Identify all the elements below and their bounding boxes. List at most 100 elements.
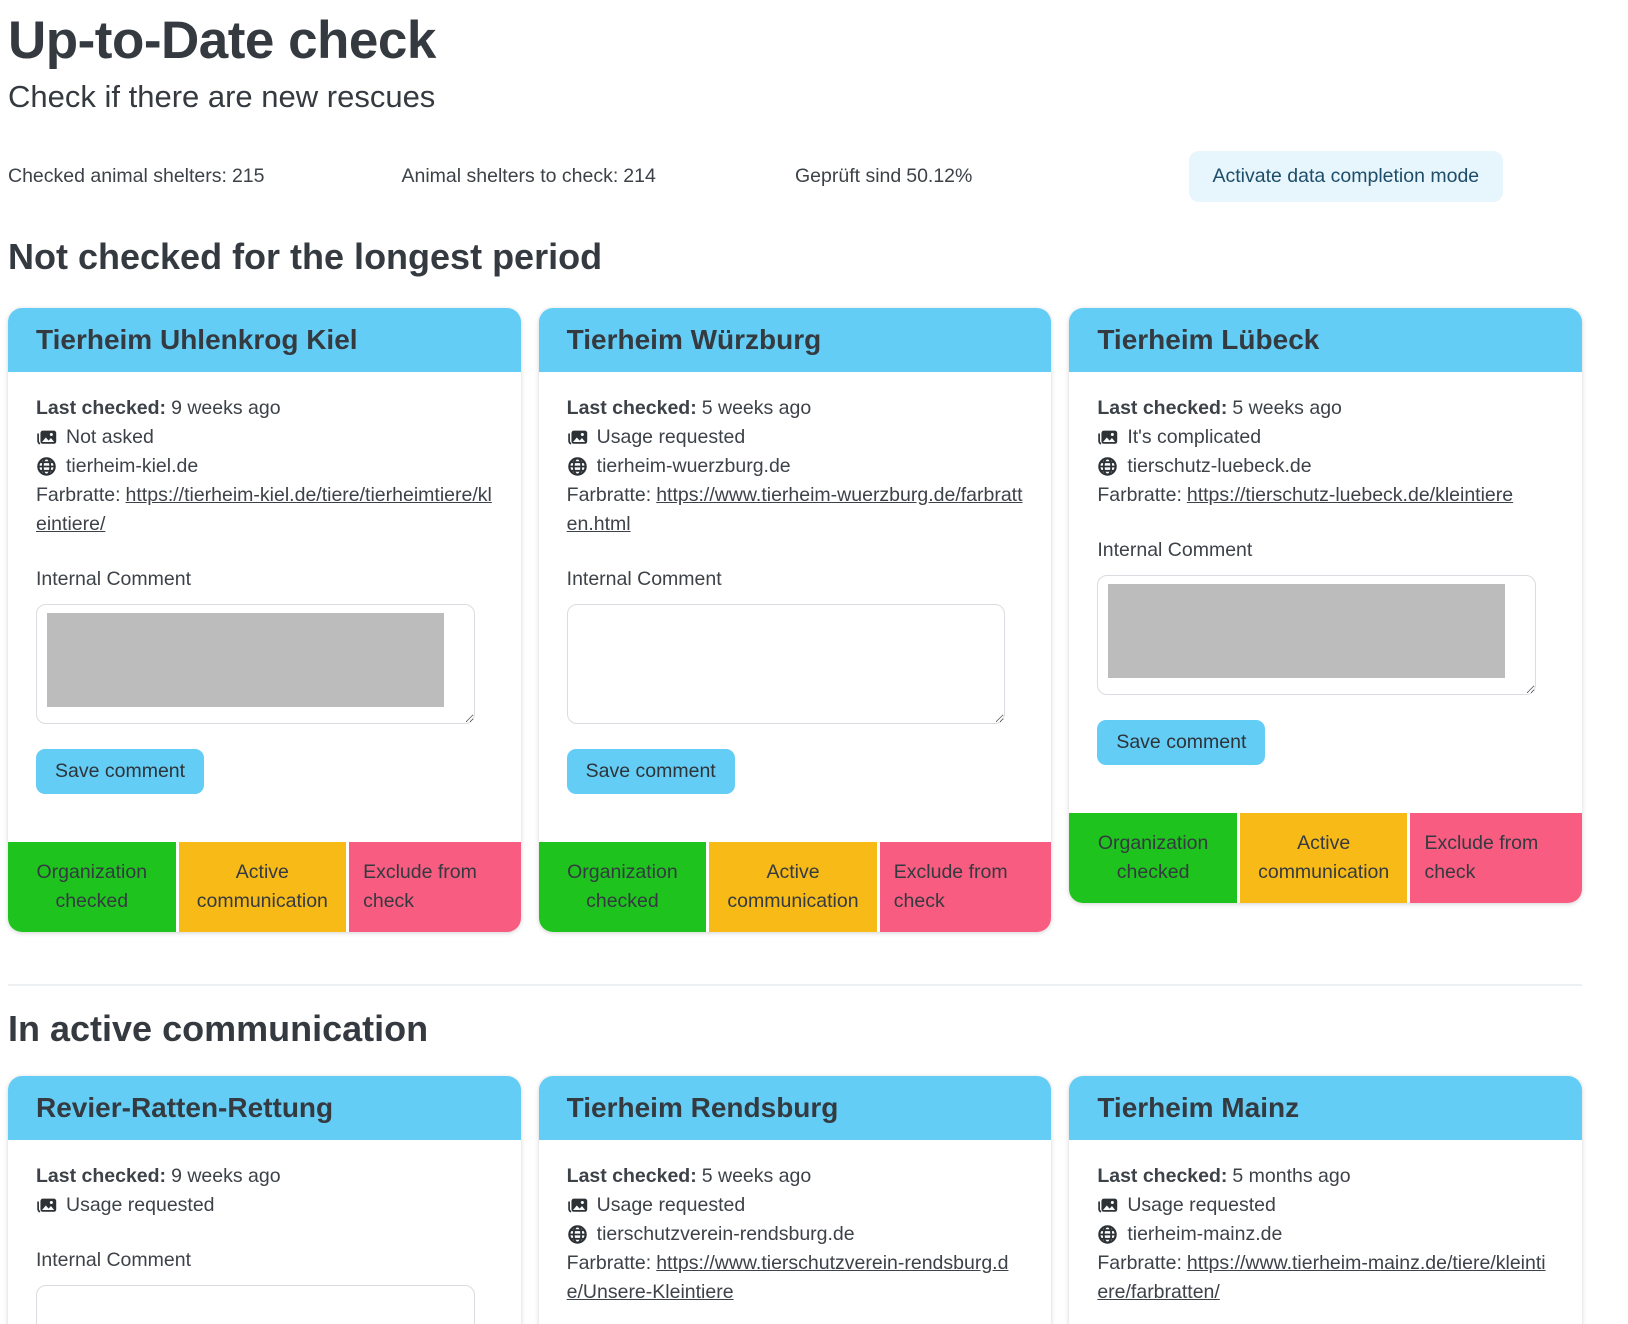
internal-comment-wrap [566,604,1024,733]
section-heading: Not checked for the longest period [8,236,603,277]
organization-checked-button[interactable]: Organization checked [538,842,707,932]
status-text: Not asked [66,426,154,448]
last-checked-label: Last checked: [566,397,697,419]
status-row: Usage requested [1097,1191,1554,1220]
activate-data-completion-button[interactable]: Activate data completion mode [1188,151,1504,202]
farbratte-link[interactable]: https://www.tierheim-mainz.de/tiere/klei… [1097,1252,1546,1303]
last-checked-row: Last checked: 5 weeks ago [567,394,1024,423]
website-row: tierheim-mainz.de [1097,1220,1554,1249]
website-row: tierheim-wuerzburg.de [567,452,1024,481]
last-checked-row: Last checked: 9 weeks ago [36,1162,493,1191]
shelter-card: Tierheim Mainz Last checked: 5 months ago… [1069,1076,1582,1324]
farbratte-row: Farbratte: https://www.tierheim-wuerzburg… [567,481,1024,539]
internal-comment-wrap [36,604,493,733]
farbratte-row: Farbratte: https://tierheim-kiel.de/tiere… [36,481,493,539]
images-icon [37,1198,57,1213]
website-text: tierschutz-luebeck.de [1127,455,1312,477]
last-checked-value: 5 weeks ago [701,1165,812,1187]
last-checked-label: Last checked: [1097,1165,1228,1187]
active-communication-button[interactable]: Active communication [178,842,347,932]
page-title: Up-to-Date check [8,11,436,70]
images-icon [37,430,57,445]
internal-comment-label: Internal Comment [36,1249,191,1271]
stat-checked-shelters-label: Checked animal shelters: [8,165,227,187]
status-text: Usage requested [66,1194,215,1216]
internal-comment-wrap [36,1285,493,1324]
organization-checked-button[interactable]: Organization checked [8,842,176,932]
exclude-from-check-button[interactable]: Exclude from check [879,842,1052,932]
status-row: It's complicated [1097,423,1554,452]
last-checked-row: Last checked: 5 months ago [1097,1162,1554,1191]
status-row: Usage requested [567,1191,1024,1220]
cards-grid: Tierheim Uhlenkrog Kiel Last checked: 9 w… [8,308,1583,932]
farbratte-link[interactable]: https://www.tierschutzverein-rendsburg.d… [566,1252,1009,1303]
status-text: Usage requested [596,426,746,448]
globe-icon [1098,1225,1118,1244]
status-row: Not asked [36,423,493,452]
internal-comment-textarea[interactable] [36,1285,475,1324]
last-checked-value: 5 months ago [1232,1165,1351,1187]
shelter-card-title: Revier-Ratten-Rettung [8,1076,521,1140]
active-communication-button[interactable]: Active communication [1239,813,1408,903]
last-checked-label: Last checked: [1097,397,1228,419]
website-row: tierschutzverein-rendsburg.de [567,1220,1024,1249]
shelter-card-title: Tierheim Uhlenkrog Kiel [8,308,521,372]
website-text: tierheim-kiel.de [66,455,199,477]
farbratte-link[interactable]: https://www.tierheim-wuerzburg.de/farbra… [566,484,1023,535]
internal-comment-label: Internal Comment [566,568,722,590]
stat-checked-percent: Geprüft sind 50.12% [795,165,1189,188]
organization-checked-button[interactable]: Organization checked [1069,813,1237,903]
page-subtitle: Check if there are new rescues [8,79,436,114]
card-actions: Organization checked Active communicatio… [8,842,521,932]
last-checked-value: 5 weeks ago [701,397,812,419]
last-checked-value: 5 weeks ago [1232,397,1342,419]
shelter-card-title: Tierheim Rendsburg [538,1076,1052,1140]
farbratte-label: Farbratte: [566,1252,652,1274]
last-checked-value: 9 weeks ago [171,1165,281,1187]
last-checked-value: 9 weeks ago [171,397,281,419]
status-row: Usage requested [567,423,1024,452]
globe-icon [567,1225,587,1244]
website-text: tierheim-mainz.de [1127,1223,1283,1245]
shelter-card-title: Tierheim Lübeck [1069,308,1582,372]
cards-grid: Revier-Ratten-Rettung Last checked: 9 wee… [8,1076,1582,1324]
internal-comment-label: Internal Comment [36,568,191,590]
card-actions: Organization checked Active communicatio… [538,842,1052,932]
exclude-from-check-button[interactable]: Exclude from check [349,842,521,932]
farbratte-label: Farbratte: [566,484,652,506]
globe-icon [1098,457,1118,476]
shelter-card-title: Tierheim Würzburg [538,308,1052,372]
farbratte-label: Farbratte: [1097,1252,1182,1274]
shelter-card-body: Last checked: 5 weeks ago Usage requested… [539,372,1052,842]
shelter-card-body: Last checked: 5 weeks ago It's complicate… [1069,372,1582,813]
section-divider [8,984,1582,986]
images-icon [1098,430,1118,445]
stat-shelters-to-check: Animal shelters to check: 214 [402,165,796,188]
stat-shelters-to-check-value: 214 [623,165,656,187]
farbratte-link[interactable]: https://tierheim-kiel.de/tiere/tierheimt… [36,484,492,535]
save-comment-button[interactable]: Save comment [1097,720,1266,765]
shelter-card: Tierheim Uhlenkrog Kiel Last checked: 9 w… [8,308,521,932]
website-row: tierheim-kiel.de [36,452,493,481]
last-checked-label: Last checked: [566,1165,697,1187]
status-row: Usage requested [36,1191,493,1220]
last-checked-row: Last checked: 5 weeks ago [1097,394,1554,423]
save-comment-button[interactable]: Save comment [36,749,205,794]
shelter-card: Tierheim Würzburg Last checked: 5 weeks a… [538,308,1052,932]
globe-icon [567,457,587,476]
page: Up-to-Date check Check if there are new … [0,10,1628,1324]
stat-checked-percent-value: 50.12% [906,165,973,187]
internal-comment-textarea[interactable] [566,604,1006,724]
website-text: tierheim-wuerzburg.de [596,455,791,477]
active-communication-button[interactable]: Active communication [709,842,877,932]
status-text: It's complicated [1127,426,1262,448]
redacted-comment [1108,584,1505,678]
internal-comment-wrap [1097,575,1554,704]
farbratte-link[interactable]: https://tierschutz-luebeck.de/kleintiere [1186,484,1514,506]
last-checked-label: Last checked: [36,397,167,419]
exclude-from-check-button[interactable]: Exclude from check [1410,813,1583,903]
farbratte-label: Farbratte: [36,484,121,506]
stat-checked-shelters-value: 215 [231,165,265,187]
save-comment-button[interactable]: Save comment [566,749,735,794]
internal-comment-label: Internal Comment [1097,539,1253,561]
